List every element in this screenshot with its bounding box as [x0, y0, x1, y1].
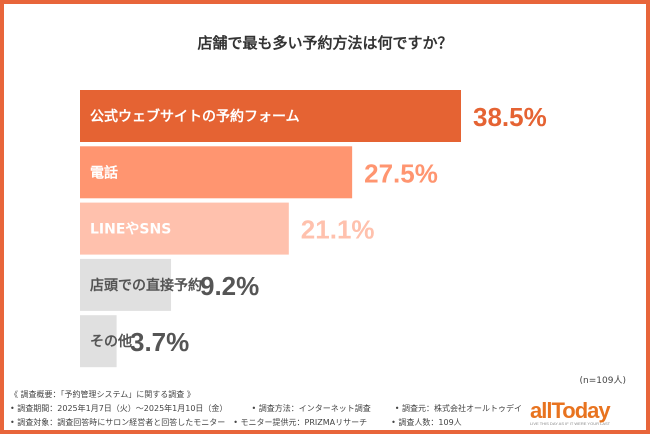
- survey-notes: 《 調査概要：「予約管理システム」に関する調査 》 • 調査期間：2025年1月…: [10, 388, 546, 430]
- category-label: 公式ウェブサイトの予約フォーム: [90, 108, 300, 125]
- category-label: 電話: [90, 164, 118, 181]
- alltoday-logo: allToday LIVE THIS DAY AS IF IT WERE YOUR…: [530, 398, 640, 426]
- notes-target: • 調査対象：調査回答時にサロン経営者と回答したモニター: [10, 418, 226, 427]
- bar: [80, 146, 353, 199]
- notes-method: • 調査方法：インターネット調査: [251, 404, 371, 413]
- logo-text: allToday: [530, 398, 611, 423]
- notes-organizer: • 調査元：株式会社オールトゥデイ: [394, 404, 522, 413]
- bar: [80, 258, 172, 311]
- value-label: 21.1%: [301, 215, 375, 245]
- logo-tagline: LIVE THIS DAY AS IF IT WERE YOUR LAST: [530, 421, 611, 426]
- category-label: その他: [90, 333, 132, 350]
- sample-size: (n=109人): [579, 376, 626, 386]
- bar: [80, 90, 461, 142]
- bar: [80, 315, 117, 368]
- value-label: 38.5%: [473, 102, 547, 132]
- notes-provider: • モニター提供元：PRIZMAリサーチ: [233, 418, 368, 427]
- chart-title: 店舗で最も多い予約方法は何ですか？: [197, 34, 453, 52]
- notes-heading: 《 調査概要：「予約管理システム」に関する調査 》: [10, 390, 195, 399]
- category-label: 店頭での直接予約: [90, 277, 202, 294]
- bar: [80, 202, 289, 255]
- notes-period: • 調査期間：2025年1月7日（火）～2025年1月10日（金）: [10, 404, 228, 413]
- value-label: 27.5%: [364, 158, 438, 188]
- notes-count: • 調査人数：109人: [391, 418, 462, 427]
- value-label: 9.2%: [200, 271, 259, 301]
- category-label: LINEやSNS: [90, 222, 171, 238]
- value-label: 3.7%: [130, 327, 189, 357]
